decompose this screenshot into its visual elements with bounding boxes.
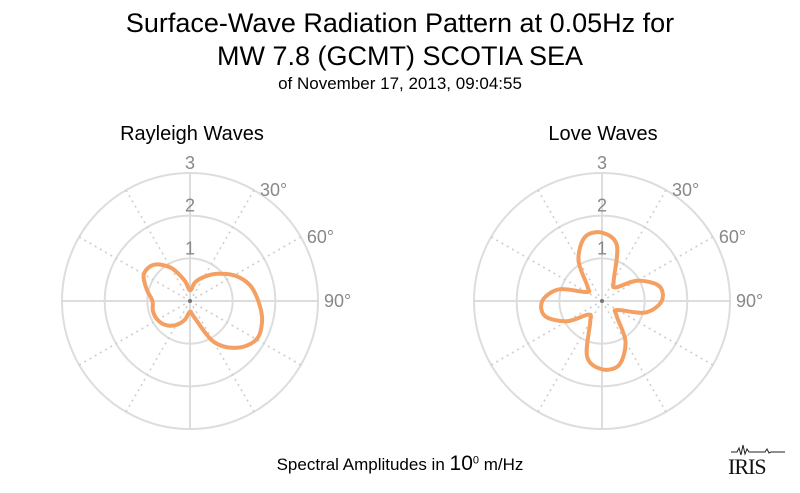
angular-tick-label: 30° bbox=[672, 180, 699, 200]
panel-title: Rayleigh Waves bbox=[120, 123, 264, 145]
radial-tick-label: 1 bbox=[597, 238, 607, 258]
chart-title-line-1: Surface-Wave Radiation Pattern at 0.05Hz… bbox=[125, 8, 675, 38]
footer-unit: m/Hz bbox=[479, 455, 524, 474]
radial-tick-label: 3 bbox=[185, 153, 195, 173]
panel-title: Love Waves bbox=[548, 123, 657, 145]
radial-tick-label: 1 bbox=[185, 238, 195, 258]
angular-gridline bbox=[601, 300, 667, 413]
footer-prefix: Spectral Amplitudes in bbox=[276, 455, 450, 474]
angular-tick-label: 30° bbox=[260, 180, 287, 200]
angular-tick-label: 60° bbox=[307, 227, 334, 247]
footer-exponent: 0 bbox=[472, 454, 479, 467]
angular-tick-label: 90° bbox=[736, 291, 763, 311]
footer-base: 10 bbox=[449, 452, 473, 475]
angular-gridline bbox=[537, 189, 603, 302]
angular-gridline bbox=[78, 300, 191, 366]
radiation-pattern-line bbox=[539, 230, 665, 372]
angular-gridline bbox=[189, 189, 255, 302]
radial-tick-label: 3 bbox=[597, 153, 607, 173]
iris-logo-text: IRIS bbox=[728, 454, 767, 479]
center-point bbox=[188, 299, 192, 303]
radiation-pattern-line bbox=[141, 262, 265, 350]
chart-subtitle-date: of November 17, 2013, 09:04:55 bbox=[278, 74, 522, 93]
iris-logo: IRIS bbox=[725, 442, 791, 486]
radial-tick-label: 2 bbox=[597, 196, 607, 216]
angular-gridline bbox=[189, 236, 302, 302]
radial-tick-label: 2 bbox=[185, 196, 195, 216]
center-point bbox=[600, 299, 604, 303]
footer-units-label: Spectral Amplitudes in 100 m/Hz bbox=[0, 452, 800, 476]
chart-title-line-2: MW 7.8 (GCMT) SCOTIA SEA bbox=[216, 41, 584, 71]
angular-tick-label: 90° bbox=[324, 291, 351, 311]
angular-gridline bbox=[125, 189, 191, 302]
seismogram-icon bbox=[731, 444, 785, 456]
angular-tick-label: 60° bbox=[719, 227, 746, 247]
angular-gridline bbox=[189, 300, 255, 413]
